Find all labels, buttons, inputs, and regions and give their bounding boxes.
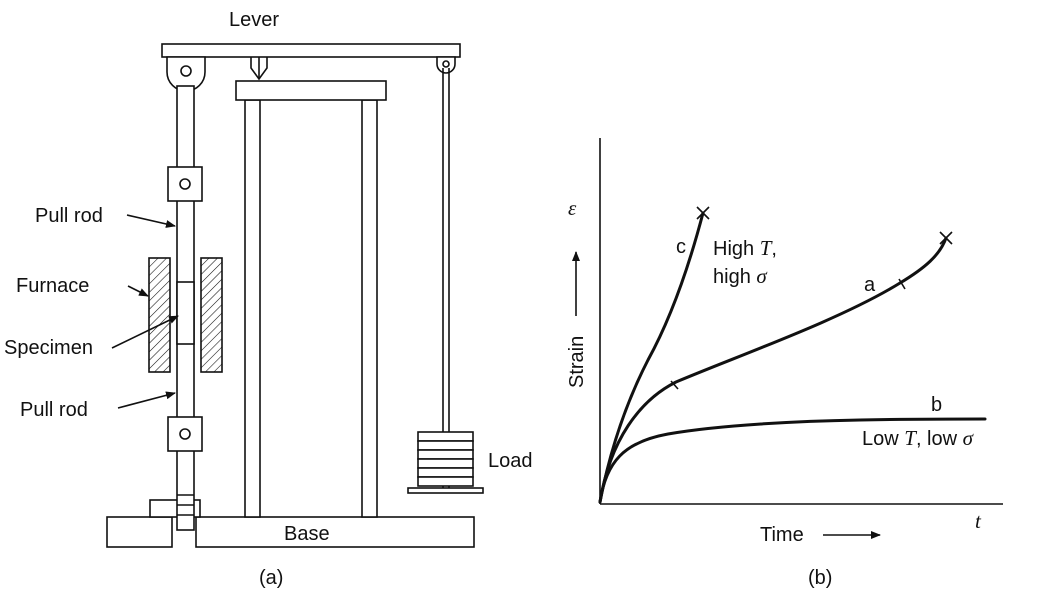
furnace-label: Furnace <box>16 275 89 297</box>
lever: Lever <box>161 9 461 92</box>
curve-b-condition: Low T, low σ <box>862 426 975 450</box>
curve-c-condition-line1: High T, <box>713 236 777 260</box>
curve-a-tertiary-start-tick <box>898 278 906 290</box>
pull-rod-assembly <box>167 85 203 531</box>
base-label: Base <box>284 523 330 545</box>
curve-c-condition-line2: high σ <box>713 264 768 288</box>
curve-a <box>598 236 948 504</box>
x-axis-label: Time <box>760 524 804 546</box>
pull-rod-top-arrow <box>126 214 176 228</box>
load-label: Load <box>488 450 533 472</box>
curve-a-rupture-mark <box>939 231 953 245</box>
creep-apparatus: Base Lever <box>4 9 533 589</box>
curve-b-label: b <box>931 394 942 416</box>
specimen-arrow <box>111 315 179 349</box>
pull-rod-top-label: Pull rod <box>35 205 103 227</box>
frame <box>235 80 387 518</box>
curve-c-rupture-mark <box>696 206 710 220</box>
pull-rod-bottom-label: Pull rod <box>20 399 88 421</box>
base: Base <box>106 499 475 548</box>
lever-label: Lever <box>229 9 279 31</box>
panel-b-caption: (b) <box>808 567 832 589</box>
curve-c-label: c <box>676 236 686 258</box>
curve-c <box>598 211 705 504</box>
curve-a-primary-end-tick <box>670 380 679 390</box>
x-axis-symbol: t <box>975 509 982 533</box>
specimen-label: Specimen <box>4 337 93 359</box>
pull-rod-bottom-arrow <box>117 391 176 409</box>
panel-a-caption: (a) <box>259 567 283 589</box>
y-axis-label: Strain <box>566 336 588 388</box>
y-axis-symbol: ε <box>568 196 577 220</box>
curve-a-label: a <box>864 274 876 296</box>
load-assembly: Load <box>407 68 533 494</box>
furnace <box>148 257 223 373</box>
furnace-arrow <box>127 285 149 297</box>
creep-curves-plot: ε Strain t Time c High T, high σ a b Low… <box>566 138 1003 589</box>
specimen <box>176 281 195 345</box>
curve-b <box>598 417 987 504</box>
